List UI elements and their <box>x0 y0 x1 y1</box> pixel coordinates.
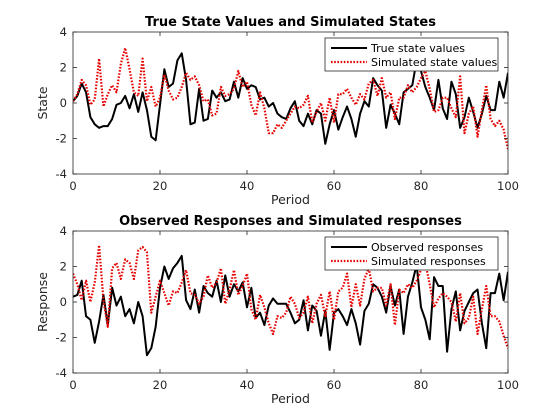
bottom-x-tick-label: 60 <box>327 378 342 392</box>
top-x-tick-label: 80 <box>414 179 429 193</box>
top-x-tick-label: 0 <box>69 179 76 193</box>
bottom-series-line-0 <box>73 254 508 357</box>
bottom-y-tick-label: -4 <box>56 366 67 380</box>
top-chart: True State Values and Simulated States P… <box>35 15 519 207</box>
top-series-line-1 <box>73 46 508 150</box>
bottom-chart: Observed Responses and Simulated respons… <box>35 214 519 406</box>
top-y-tick-label: 0 <box>60 96 67 110</box>
bottom-y-axis-label: Response <box>35 272 50 332</box>
top-y-tick-label: -4 <box>56 167 67 181</box>
bottom-series-group <box>73 244 508 357</box>
bottom-legend-box <box>324 236 499 271</box>
top-legend-box <box>324 37 499 72</box>
bottom-y-tick-label: 2 <box>60 260 67 274</box>
bottom-x-axis-label: Period <box>271 391 310 406</box>
bottom-legend-label-0: Observed responses <box>371 241 483 254</box>
top-x-tick-label: 40 <box>240 179 255 193</box>
top-x-tick-label: 60 <box>327 179 342 193</box>
top-x-tick-label: 20 <box>153 179 168 193</box>
top-y-axis-label: State <box>35 86 50 119</box>
bottom-y-tick-label: 4 <box>60 224 67 238</box>
top-chart-title: True State Values and Simulated States <box>145 15 436 30</box>
bottom-x-tick-label: 20 <box>153 378 168 392</box>
top-series-group <box>73 46 508 150</box>
top-y-tick-label: 2 <box>60 61 67 75</box>
top-series-line-0 <box>73 52 508 145</box>
top-x-tick-label: 100 <box>497 179 519 193</box>
bottom-y-tick-label: -2 <box>56 331 67 345</box>
bottom-x-tick-label: 80 <box>414 378 429 392</box>
bottom-chart-title: Observed Responses and Simulated respons… <box>119 214 462 229</box>
top-y-tick-label: -2 <box>56 132 67 146</box>
top-y-tick-label: 4 <box>60 25 67 39</box>
top-legend-label-0: True state values <box>370 42 465 55</box>
bottom-x-tick-label: 0 <box>69 378 76 392</box>
bottom-x-tick-label: 40 <box>240 378 255 392</box>
bottom-legend-label-1: Simulated responses <box>371 255 486 268</box>
bottom-x-tick-label: 100 <box>497 378 519 392</box>
top-x-axis-label: Period <box>271 192 310 207</box>
top-legend-label-1: Simulated state values <box>371 56 497 69</box>
bottom-y-tick-label: 0 <box>60 295 67 309</box>
